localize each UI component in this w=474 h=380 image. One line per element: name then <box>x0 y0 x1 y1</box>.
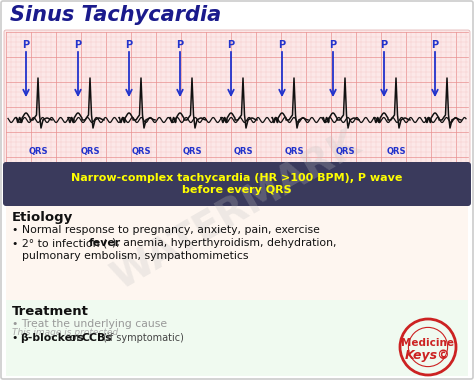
Text: • Normal response to pregnancy, anxiety, pain, exercise: • Normal response to pregnancy, anxiety,… <box>12 225 320 235</box>
Text: pulmonary embolism, sympathomimetics: pulmonary embolism, sympathomimetics <box>22 251 248 261</box>
Text: Keys©: Keys© <box>405 348 451 361</box>
Text: QRS: QRS <box>131 147 151 156</box>
Text: P: P <box>431 40 438 50</box>
Text: Sinus Tachycardia: Sinus Tachycardia <box>10 5 221 25</box>
Text: CCBs: CCBs <box>82 333 113 343</box>
FancyBboxPatch shape <box>6 300 468 376</box>
Text: P: P <box>74 40 82 50</box>
FancyBboxPatch shape <box>3 162 471 206</box>
Text: •: • <box>12 333 22 343</box>
Text: ), anemia, hyperthyroidism, dehydration,: ), anemia, hyperthyroidism, dehydration, <box>112 238 337 248</box>
Text: (if symptomatic): (if symptomatic) <box>100 333 184 343</box>
Text: QRS: QRS <box>284 147 304 156</box>
Text: QRS: QRS <box>182 147 202 156</box>
Text: QRS: QRS <box>233 147 253 156</box>
Text: This image is protected: This image is protected <box>12 328 118 337</box>
FancyBboxPatch shape <box>4 30 470 164</box>
Text: QRS: QRS <box>386 147 406 156</box>
Text: Etiology: Etiology <box>12 211 73 224</box>
Text: QRS: QRS <box>335 147 355 156</box>
FancyBboxPatch shape <box>6 205 468 300</box>
Text: P: P <box>329 40 337 50</box>
Text: β-blockers: β-blockers <box>20 333 84 343</box>
Text: P: P <box>228 40 235 50</box>
Text: P: P <box>176 40 183 50</box>
Text: WATERMARK: WATERMARK <box>106 124 368 296</box>
Text: P: P <box>278 40 285 50</box>
Text: or: or <box>66 333 84 343</box>
Text: Medicine: Medicine <box>401 338 455 348</box>
Text: P: P <box>22 40 29 50</box>
Text: QRS: QRS <box>80 147 100 156</box>
Text: • 2° to infection (: • 2° to infection ( <box>12 238 107 248</box>
Text: P: P <box>381 40 388 50</box>
Text: Treatment: Treatment <box>12 305 89 318</box>
Text: • Treat the underlying cause: • Treat the underlying cause <box>12 319 167 329</box>
Text: QRS: QRS <box>28 147 48 156</box>
Text: P: P <box>126 40 133 50</box>
Text: fever: fever <box>89 238 121 248</box>
Text: Narrow-complex tachycardia (HR >100 BPM), P wave
before every QRS: Narrow-complex tachycardia (HR >100 BPM)… <box>71 173 403 195</box>
